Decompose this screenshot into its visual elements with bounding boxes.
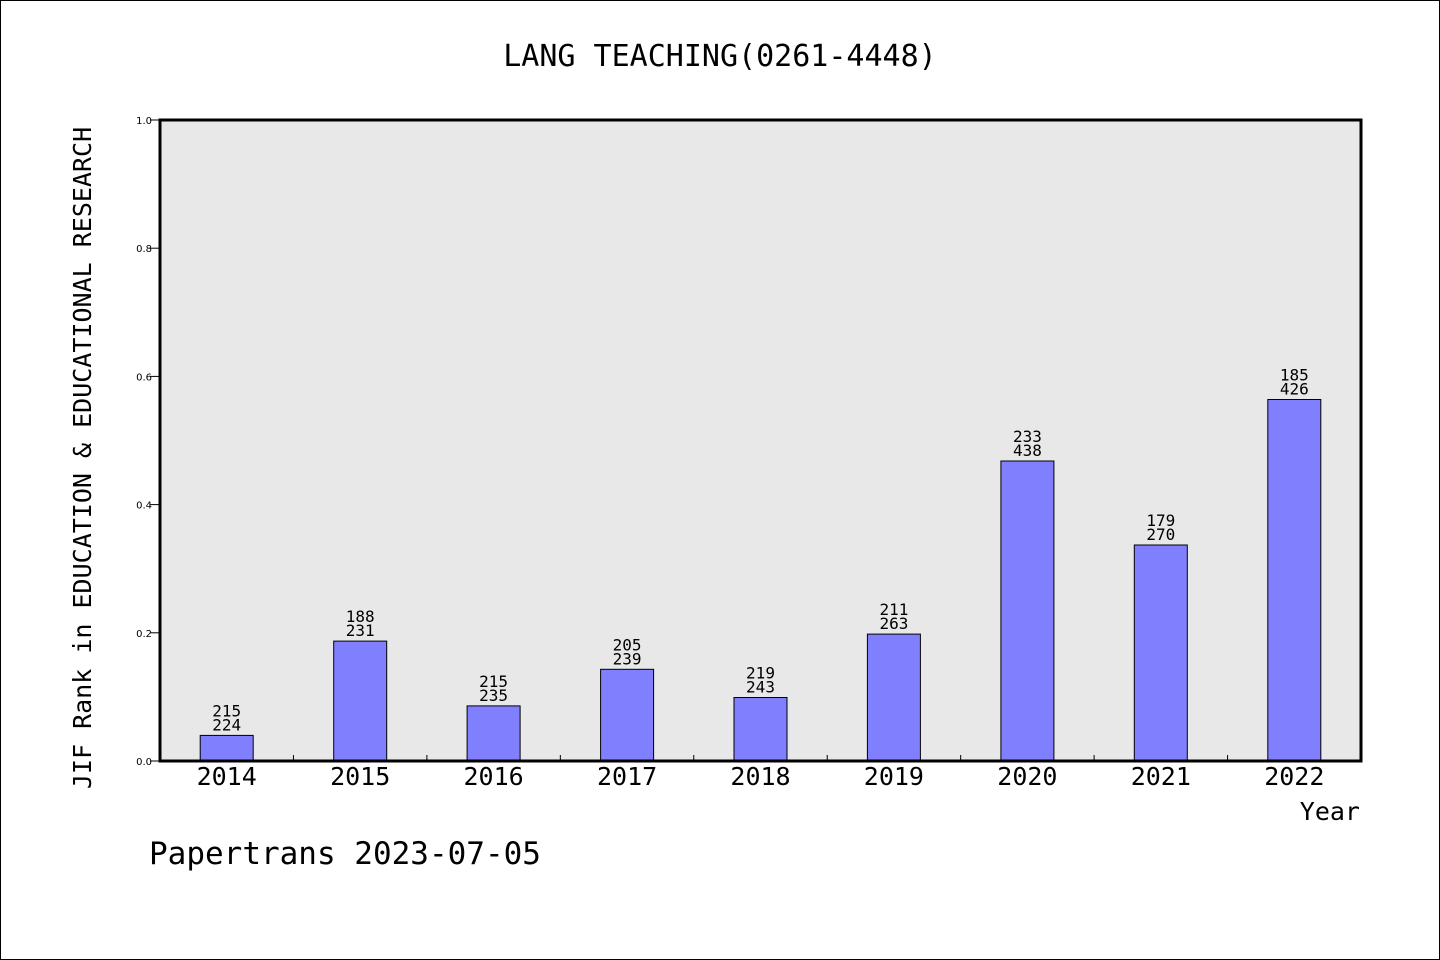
bar-label-total-2014: 224 [212, 715, 241, 734]
y-tick-label: 0.4 [136, 501, 152, 512]
x-tick-label: 2014 [197, 762, 257, 791]
x-tick-label: 2019 [864, 762, 924, 791]
bar-label-total-2022: 426 [1280, 380, 1309, 399]
x-tick-label: 2020 [997, 762, 1057, 791]
bar-2015 [333, 640, 388, 762]
x-tick-label: 2021 [1131, 762, 1191, 791]
bar-label-total-2020: 438 [1013, 441, 1042, 460]
x-tick-label: 2022 [1264, 762, 1324, 791]
bar-label-rank-2022: 185 [1280, 366, 1309, 385]
y-tick-label: 0.0 [136, 757, 152, 768]
y-tick-label: 0.2 [136, 629, 152, 640]
bar-2022 [1267, 399, 1322, 762]
chart-title: LANG TEACHING(0261-4448) [503, 39, 936, 74]
bar-label-rank-2017: 205 [613, 635, 642, 654]
x-tick-label: 2018 [730, 762, 790, 791]
x-tick-label: 2015 [330, 762, 390, 791]
bar-label-rank-2021: 179 [1146, 511, 1175, 530]
x-axis-label: Year [1300, 797, 1360, 826]
x-tick-label: 2016 [463, 762, 523, 791]
bar-label-rank-2015: 188 [346, 607, 375, 626]
y-tick-label: 0.6 [136, 372, 152, 383]
x-axis-ticks: 2014 2015 2016 2017 2018 2019 2020 2021 2022 [197, 755, 1324, 791]
bar-label-rank-2016: 215 [479, 672, 508, 691]
bar-label-total-2015: 231 [346, 621, 375, 640]
x-tick-label: 2017 [597, 762, 657, 791]
bar-label-total-2016: 235 [479, 686, 508, 705]
bar-2021 [1133, 544, 1188, 762]
bar-label-total-2021: 270 [1146, 525, 1175, 544]
plot-border [158, 118, 1363, 763]
bar-2014 [199, 734, 254, 762]
y-axis-ticks: 0.0 0.2 0.4 0.6 0.8 1.0 [136, 116, 160, 768]
bar-labels-layer: 2152241882312152352052392192432112632334… [212, 366, 1309, 735]
bar-label-rank-2020: 233 [1013, 427, 1042, 446]
bars-layer [199, 399, 1322, 762]
footer-text: Papertrans 2023-07-05 [149, 836, 541, 872]
bar-label-total-2017: 239 [613, 649, 642, 668]
y-tick-label: 0.8 [136, 244, 152, 255]
y-axis-label: JIF Rank in EDUCATION & EDUCATIONAL RESE… [68, 127, 97, 789]
bar-label-total-2019: 263 [879, 614, 908, 633]
bar-2016 [466, 705, 521, 762]
y-tick-label: 1.0 [136, 116, 152, 127]
bar-2017 [600, 668, 655, 762]
bar-label-rank-2014: 215 [212, 701, 241, 720]
bar-label-rank-2018: 219 [746, 664, 775, 683]
bar-label-total-2018: 243 [746, 678, 775, 697]
bar-2020 [1000, 460, 1055, 762]
bar-2018 [733, 697, 788, 762]
bar-2019 [866, 633, 921, 762]
bar-label-rank-2019: 211 [879, 600, 908, 619]
